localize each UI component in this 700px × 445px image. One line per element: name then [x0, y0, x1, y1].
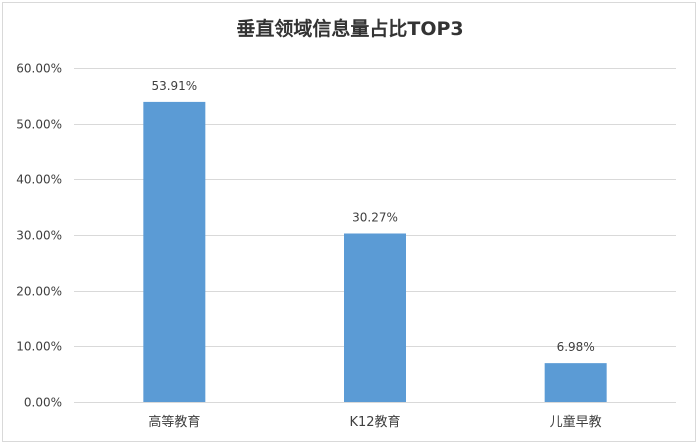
y-tick-label: 20.00% — [16, 285, 62, 299]
y-tick-label: 50.00% — [16, 118, 62, 132]
y-tick-label: 10.00% — [16, 340, 62, 354]
bar — [344, 233, 406, 402]
bar — [143, 101, 206, 402]
y-tick-label: 60.00% — [16, 62, 62, 76]
y-tick-label: 40.00% — [16, 173, 62, 187]
y-tick-label: 30.00% — [16, 229, 62, 243]
bar — [544, 363, 607, 402]
data-label: 53.91% — [151, 79, 197, 93]
data-labels: 53.91% 30.27% 6.98% — [151, 79, 594, 354]
chart-title: 垂直领域信息量占比TOP3 — [236, 18, 464, 40]
y-axis-ticks: 0.00% 10.00% 20.00% 30.00% 40.00% 50.00% 60.00… — [16, 62, 62, 410]
y-tick-label: 0.00% — [24, 396, 62, 410]
category-label: 儿童早教 — [550, 414, 602, 430]
bars — [143, 101, 607, 402]
category-label: K12教育 — [349, 414, 400, 430]
data-label: 6.98% — [557, 340, 595, 354]
category-label: 高等教育 — [148, 414, 200, 430]
data-label: 30.27% — [352, 210, 398, 224]
category-labels: 高等教育 K12教育 儿童早教 — [148, 414, 601, 430]
